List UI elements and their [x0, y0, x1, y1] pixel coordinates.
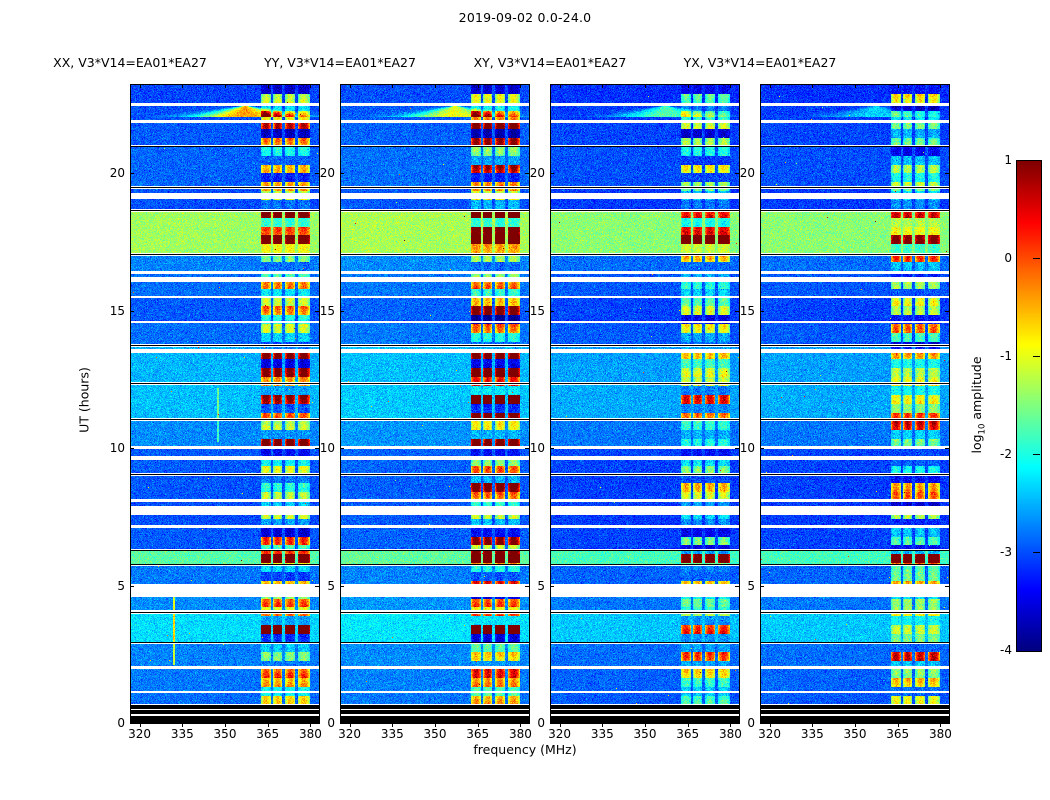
colorbar-tick-label: -4 [1000, 643, 1012, 657]
figure-suptitle: 2019-09-02 0.0-24.0 [458, 10, 592, 25]
ytick-label: 15 [109, 303, 125, 318]
ytick-label: 5 [747, 578, 755, 593]
xaxis-ticklabels-panel-3: 320 335 350 365 380 [548, 727, 742, 747]
ytick-label: 5 [537, 578, 545, 593]
ytick-label: 0 [537, 716, 545, 730]
ytick-label: 20 [109, 166, 125, 180]
ytick-label: 5 [117, 578, 125, 593]
ytick-label: 5 [327, 578, 335, 593]
yaxis-ticklabels-panel-4: 0 5 10 15 20 [720, 84, 760, 730]
ytick-label: 10 [529, 441, 545, 455]
colorbar [1016, 160, 1042, 652]
ytick-label: 15 [529, 303, 545, 318]
ytick-label: 15 [319, 303, 335, 318]
colorbar-tick-label: 0 [1004, 251, 1012, 265]
waterfall-panel-xy[interactable] [550, 84, 740, 724]
ytick-label: 20 [529, 166, 545, 180]
xtick-label: 380 [509, 727, 532, 741]
xtick-label: 365 [676, 727, 700, 741]
xtick-label: 380 [299, 727, 322, 741]
panel-title-xy: XY, V3*V14=EA01*EA27 [473, 55, 627, 70]
xtick-label: 365 [886, 727, 910, 741]
colorbar-ticklabels: 1 0 -1 -2 -3 -4 [1000, 153, 1040, 657]
colorbar-tick-label: 1 [1004, 153, 1012, 167]
yaxis-ticklabels-panel-3: 0 5 10 15 20 [510, 84, 550, 730]
ytick-label: 0 [327, 716, 335, 730]
colorbar-tick-label: -2 [1000, 447, 1012, 461]
xtick-label: 335 [170, 727, 194, 741]
ytick-label: 10 [109, 441, 125, 455]
xtick-label: 320 [128, 727, 151, 741]
waterfall-panel-yx[interactable] [760, 84, 950, 724]
colorbar-tick-label: -3 [1000, 545, 1012, 559]
xtick-label: 320 [338, 727, 361, 741]
xtick-label: 320 [548, 727, 571, 741]
ytick-label: 10 [319, 441, 335, 455]
panel-title-yx: YX, V3*V14=EA01*EA27 [683, 55, 837, 70]
ytick-label: 20 [319, 166, 335, 180]
xaxis-ticklabels-panel-4: 320 335 350 365 380 [758, 727, 952, 747]
ytick-label: 10 [739, 441, 755, 455]
xtick-label: 335 [380, 727, 404, 741]
colorbar-label: log10 amplitude [969, 356, 988, 453]
yaxis-label: UT (hours) [76, 367, 92, 433]
yaxis-ticklabels-panel-1: 0 5 10 15 20 [90, 84, 130, 730]
xtick-label: 365 [256, 727, 280, 741]
ytick-label: 15 [739, 303, 755, 318]
colorbar-tick-label: -1 [1000, 349, 1012, 363]
xtick-label: 320 [758, 727, 781, 741]
xaxis-ticklabels-panel-2: 320 335 350 365 380 [338, 727, 532, 747]
xaxis-ticklabels-panel-1: 320 335 350 365 380 [128, 727, 322, 747]
waterfall-panel-xx[interactable] [130, 84, 320, 724]
xtick-label: 335 [800, 727, 824, 741]
ytick-label: 0 [747, 716, 755, 730]
xtick-label: 350 [843, 727, 867, 741]
ytick-label: 0 [117, 716, 125, 730]
xtick-label: 350 [423, 727, 447, 741]
colorbar-label-text: log10 amplitude [968, 356, 988, 454]
panel-title-yy: YY, V3*V14=EA01*EA27 [264, 55, 416, 70]
xtick-label: 365 [466, 727, 490, 741]
ytick-label: 20 [739, 166, 755, 180]
xtick-label: 335 [590, 727, 614, 741]
panel-title-xx: XX, V3*V14=EA01*EA27 [53, 55, 207, 70]
xtick-label: 350 [213, 727, 237, 741]
xtick-label: 380 [719, 727, 742, 741]
xaxis-label: frequency (MHz) [473, 742, 577, 757]
xtick-label: 380 [929, 727, 952, 741]
waterfall-panel-yy[interactable] [340, 84, 530, 724]
yaxis-ticklabels-panel-2: 0 5 10 15 20 [300, 84, 340, 730]
xtick-label: 350 [633, 727, 657, 741]
